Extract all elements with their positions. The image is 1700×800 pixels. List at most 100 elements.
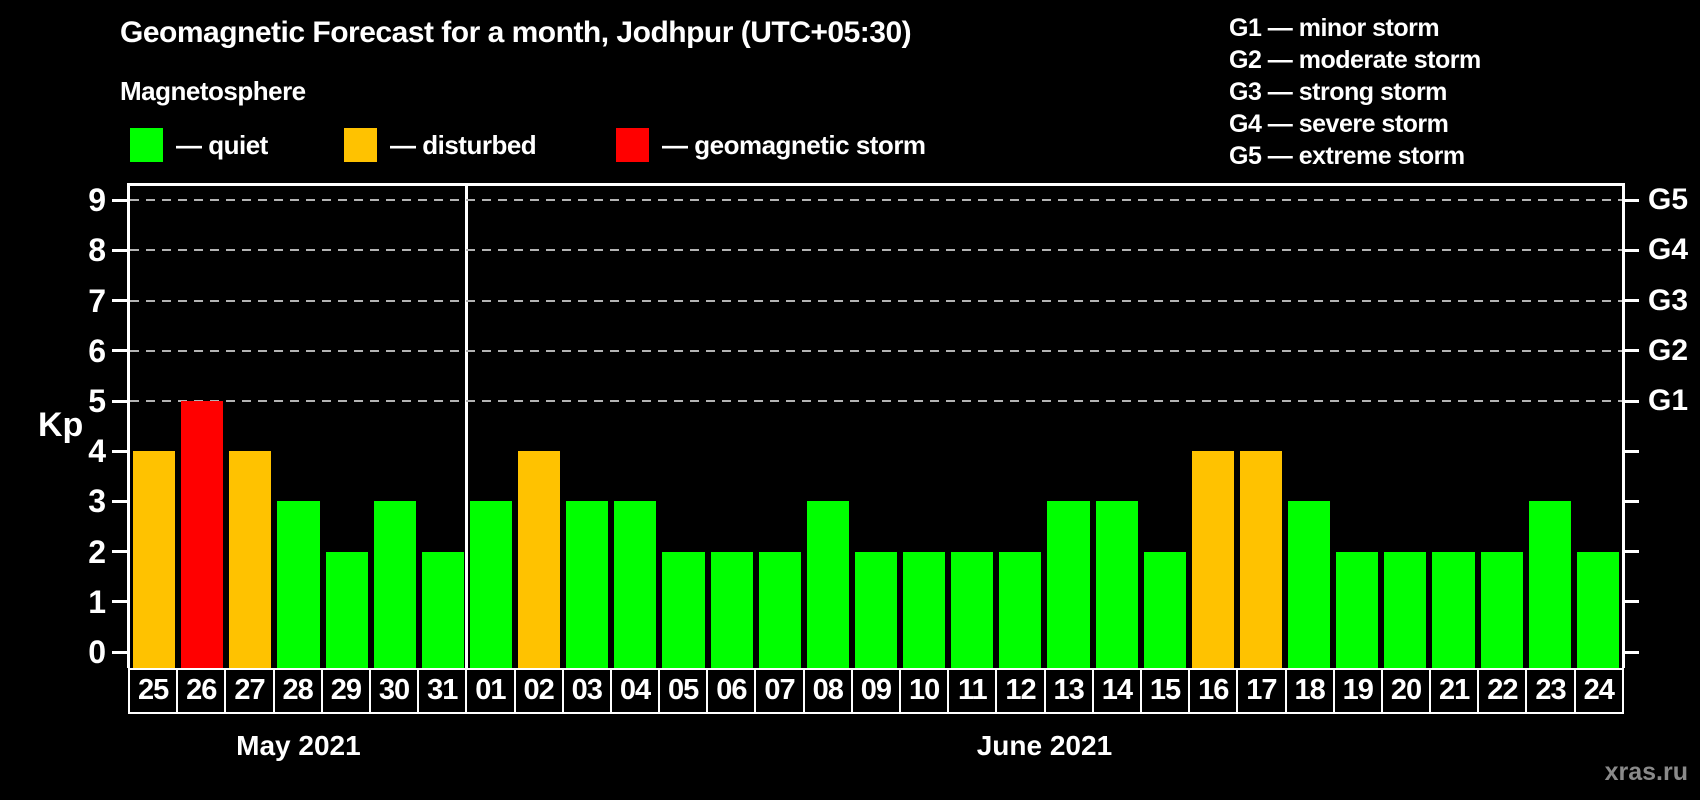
kp-bar-13 [1047,501,1090,668]
date-cell-28: 28 [272,668,323,714]
quiet-label: — quiet [176,129,268,160]
date-cell-05: 05 [658,668,709,714]
legend-item-disturbed: — disturbed [344,128,537,162]
date-cell-20: 20 [1380,668,1432,714]
date-cell-06: 06 [706,668,757,714]
kp-bar-31 [421,551,464,668]
date-cell-21: 21 [1429,668,1480,714]
right-tick-5 [1625,399,1639,403]
date-cell-04: 04 [609,668,661,714]
right-tick-4 [1625,449,1639,453]
date-cell-27: 27 [224,668,275,714]
kp-bar-27 [229,451,272,668]
y-tick-3 [112,499,127,503]
kp-bar-07 [758,551,801,668]
kp-bar-30 [373,501,416,668]
date-cell-01: 01 [465,668,516,714]
g4-legend-line: G4 — severe storm [1229,110,1449,138]
chart-subtitle: Magnetosphere [120,76,306,106]
y-tick-8 [112,248,127,252]
date-cell-17: 17 [1236,668,1287,714]
date-cell-26: 26 [176,668,227,714]
y-tick-label-5: 5 [88,383,106,419]
kp-bar-22 [1480,551,1523,668]
g-level-label-G1: G1 [1648,384,1689,417]
kp-bar-02 [518,451,561,668]
kp-bar-01 [469,501,513,668]
gridline-kp-8 [130,249,1622,252]
kp-bar-28 [277,501,320,668]
storm-label: — geomagnetic storm [662,129,926,160]
right-tick-8 [1625,248,1639,252]
gridline-kp-6 [130,349,1622,352]
gridline-kp-7 [130,299,1622,302]
kp-bar-15 [1143,551,1186,668]
y-tick-7 [112,299,127,303]
y-tick-0 [112,650,127,654]
date-cell-13: 13 [1043,668,1094,714]
date-cell-14: 14 [1091,668,1142,714]
g3-legend-line: G3 — strong storm [1229,78,1447,106]
date-axis: 25 26 27 28 29 30 31 01 02 03 04 05 06 07 08 09 10 11 12 13… [128,668,1624,714]
kp-bar-04 [614,501,657,668]
kp-bar-14 [1095,501,1138,668]
month-label-june: June 2021 [976,730,1113,761]
watermark: xras.ru [1604,758,1688,786]
kp-bar-29 [325,551,368,668]
kp-bar-24 [1576,551,1619,668]
date-cell-08: 08 [802,668,853,714]
month-separator-line [465,183,469,668]
kp-bar-09 [854,551,898,668]
date-cell-31: 31 [417,668,468,714]
chart-title: Geomagnetic Forecast for a month, Jodhpu… [120,16,912,49]
y-tick-label-6: 6 [88,332,106,369]
kp-bar-05 [662,551,705,668]
date-cell-03: 03 [561,668,612,714]
y-tick-label-3: 3 [88,483,106,520]
y-tick-label-4: 4 [88,433,106,470]
plot-area [127,183,1625,668]
right-tick-6 [1625,349,1639,353]
date-cell-19: 19 [1332,668,1383,714]
kp-bar-26 [181,401,224,668]
legend-item-quiet: — quiet [130,128,268,162]
kp-bar-18 [1288,501,1331,668]
kp-bar-23 [1528,501,1571,668]
kp-bar-20 [1384,551,1427,668]
right-tick-0 [1625,650,1639,654]
kp-bar-17 [1239,451,1283,668]
kp-bar-16 [1191,451,1234,668]
g-level-label-G4: G4 [1648,233,1689,267]
date-cell-10: 10 [899,668,950,714]
date-cell-15: 15 [1139,668,1191,714]
disturbed-label: — disturbed [390,129,537,160]
legend-item-storm: — geomagnetic storm [616,128,926,162]
date-cell-16: 16 [1188,668,1239,714]
kp-bar-10 [903,551,946,668]
right-tick-7 [1625,299,1639,303]
date-cell-07: 07 [754,668,805,714]
y-tick-4 [112,449,127,453]
y-tick-label-7: 7 [88,282,106,319]
g-level-label-G2: G2 [1648,333,1689,367]
kp-bar-11 [951,551,994,668]
right-tick-9 [1625,198,1639,202]
y-tick-5 [112,399,127,403]
y-tick-label-0: 0 [88,634,106,670]
y-tick-9 [112,198,127,202]
kp-bar-12 [999,551,1042,668]
right-tick-2 [1625,550,1639,554]
y-tick-1 [112,600,127,604]
plot-border-top [127,183,1625,186]
y-axis-line [127,183,130,668]
storm-color-swatch [616,128,649,162]
g-level-label-G3: G3 [1648,283,1689,317]
gridline-kp-5 [130,400,1622,402]
g-scale-legend: G1 — minor storm G2 — moderate storm G3 … [1229,12,1481,172]
date-cell-09: 09 [850,668,901,714]
y-tick-label-8: 8 [88,232,106,269]
gridline-kp-9 [130,199,1622,202]
kp-bar-19 [1336,551,1379,668]
y-tick-label-2: 2 [88,533,106,570]
